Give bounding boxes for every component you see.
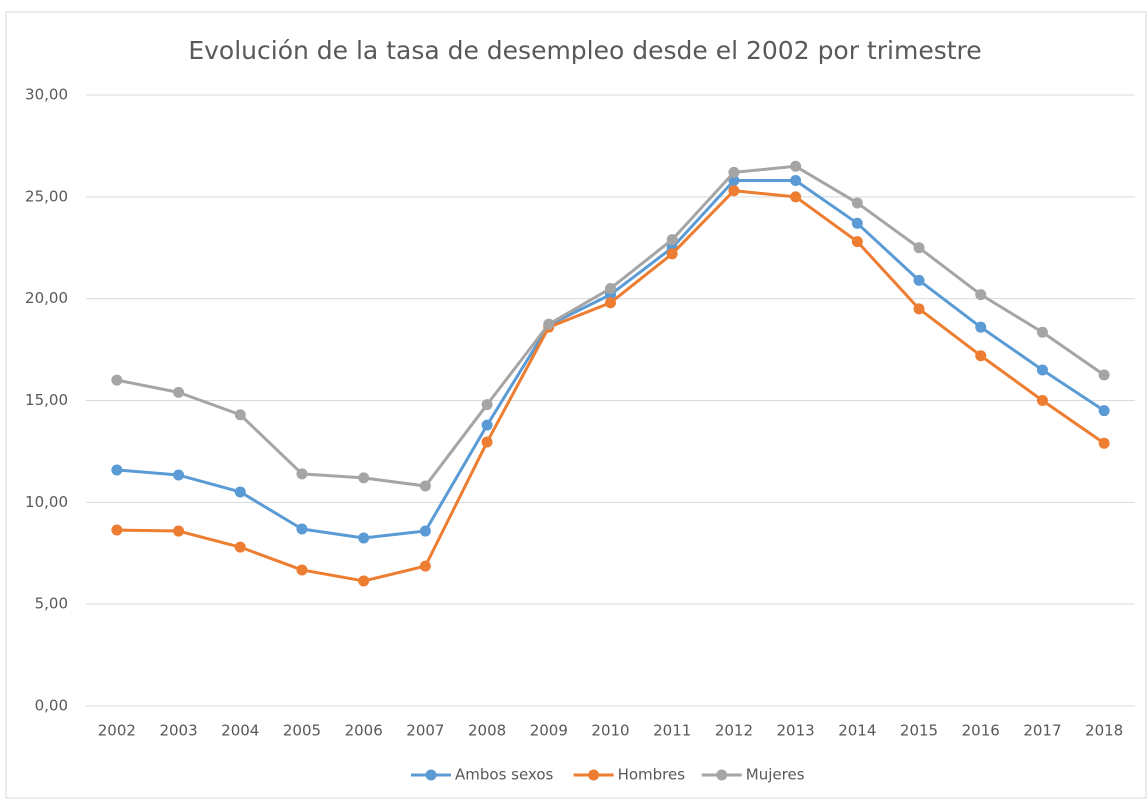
marker: [605, 297, 616, 309]
legend-label: Hombres: [618, 766, 686, 784]
y-tick-label: 15,00: [25, 391, 68, 409]
x-tick-label: 2013: [777, 722, 815, 740]
marker: [358, 472, 370, 484]
marker: [1036, 364, 1048, 376]
x-tick-label: 2004: [221, 722, 259, 740]
marker: [851, 236, 863, 248]
x-tick-label: 2015: [900, 722, 938, 740]
marker: [234, 409, 246, 421]
legend-marker: [716, 769, 728, 781]
marker: [728, 175, 740, 187]
y-tick-label: 30,00: [25, 86, 68, 104]
chart-border: [5, 11, 1147, 799]
marker: [790, 191, 802, 203]
marker: [234, 486, 246, 498]
x-tick-label: 2010: [591, 722, 629, 740]
marker: [913, 242, 925, 254]
marker: [111, 524, 123, 536]
x-tick-label: 2002: [98, 722, 136, 740]
marker: [419, 525, 431, 537]
marker: [790, 175, 802, 187]
x-tick-label: 2017: [1023, 722, 1061, 740]
marker: [666, 248, 678, 260]
marker: [790, 160, 802, 172]
legend-label: Mujeres: [746, 766, 805, 784]
x-tick-label: 2005: [283, 722, 321, 740]
marker: [296, 564, 308, 576]
marker: [481, 399, 493, 411]
y-tick-label: 25,00: [25, 187, 68, 205]
x-tick-label: 2003: [159, 722, 197, 740]
marker: [358, 575, 370, 587]
marker: [728, 166, 740, 178]
legend-marker: [425, 769, 437, 781]
x-tick-label: 2018: [1085, 722, 1123, 740]
marker: [296, 523, 308, 535]
marker: [481, 436, 493, 448]
y-tick-label: 5,00: [35, 595, 68, 613]
marker: [975, 350, 987, 362]
marker: [481, 419, 493, 431]
marker: [234, 541, 246, 553]
marker: [605, 282, 616, 294]
x-tick-label: 2012: [715, 722, 753, 740]
marker: [728, 185, 740, 197]
x-tick-label: 2006: [345, 722, 383, 740]
legend-label: Ambos sexos: [455, 766, 554, 784]
x-tick-label: 2007: [406, 722, 444, 740]
marker: [173, 469, 185, 481]
marker: [296, 468, 308, 480]
marker: [419, 480, 431, 492]
legend-marker: [588, 769, 600, 781]
marker: [419, 560, 431, 572]
x-tick-label: 2014: [838, 722, 876, 740]
chart-title: Evolución de la tasa de desempleo desde …: [188, 36, 981, 65]
marker: [1036, 395, 1048, 406]
marker: [1098, 369, 1110, 381]
marker: [913, 303, 925, 315]
marker: [666, 234, 678, 246]
marker: [358, 532, 370, 544]
y-tick-label: 20,00: [25, 289, 68, 307]
marker: [111, 464, 123, 476]
marker: [543, 318, 555, 330]
x-tick-label: 2009: [530, 722, 568, 740]
x-tick-label: 2011: [653, 722, 691, 740]
marker: [173, 525, 185, 537]
marker: [1036, 326, 1048, 338]
marker: [173, 386, 185, 398]
marker: [851, 217, 863, 229]
marker: [913, 274, 925, 286]
y-tick-label: 0,00: [35, 697, 68, 715]
marker: [975, 289, 987, 301]
marker: [111, 374, 123, 386]
marker: [975, 321, 987, 333]
x-tick-label: 2008: [468, 722, 506, 740]
marker: [1098, 405, 1110, 417]
marker: [851, 197, 863, 209]
y-tick-label: 10,00: [25, 493, 68, 511]
x-tick-label: 2016: [962, 722, 1000, 740]
marker: [1098, 437, 1110, 449]
